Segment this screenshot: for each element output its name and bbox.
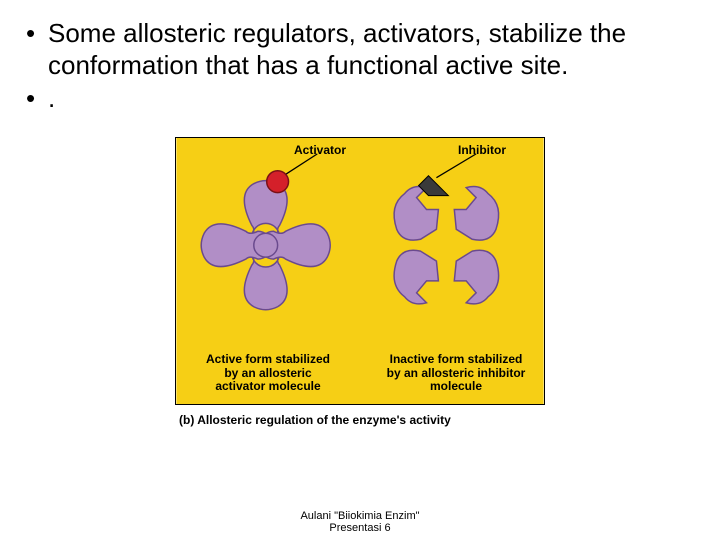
diagram-panel: Activator Inhibitor Active form stabiliz…: [175, 137, 545, 405]
figure-caption: (b) Allosteric regulation of the enzyme'…: [175, 405, 545, 427]
active-form-label: Active form stabilized by an allosteric …: [198, 353, 338, 394]
inactive-form-label: Inactive form stabilized by an allosteri…: [386, 353, 526, 394]
bullet-item-2: .: [48, 83, 710, 115]
footer: Aulani "Biiokimia Enzim" Presentasi 6: [0, 510, 720, 534]
slide: Some allosteric regulators, activators, …: [0, 0, 720, 540]
inhibitor-label: Inhibitor: [458, 144, 506, 158]
allosteric-figure: Activator Inhibitor Active form stabiliz…: [175, 137, 545, 427]
figure-container: Activator Inhibitor Active form stabiliz…: [10, 137, 710, 427]
footer-line-2: Presentasi 6: [0, 522, 720, 534]
footer-line-1: Aulani "Biiokimia Enzim": [0, 510, 720, 522]
bullet-list: Some allosteric regulators, activators, …: [10, 18, 710, 115]
activator-label: Activator: [294, 144, 346, 158]
bullet-item-1: Some allosteric regulators, activators, …: [48, 18, 710, 81]
